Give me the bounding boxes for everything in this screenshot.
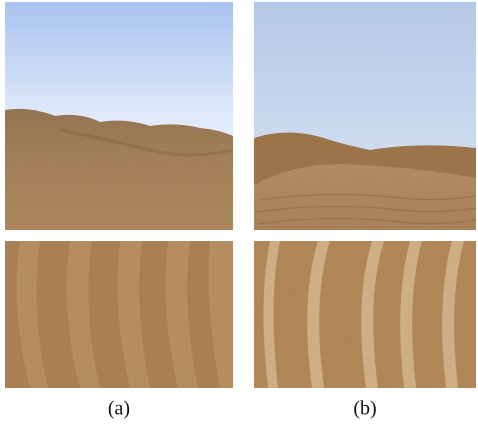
image-b-closeup (254, 241, 476, 388)
caption: (a) (108, 398, 130, 420)
caption: (b) (353, 398, 376, 420)
image-a-closeup (5, 241, 233, 388)
figure: (a) (b) (0, 0, 478, 427)
image-b-landscape (254, 2, 476, 230)
image-a-landscape (5, 2, 233, 230)
